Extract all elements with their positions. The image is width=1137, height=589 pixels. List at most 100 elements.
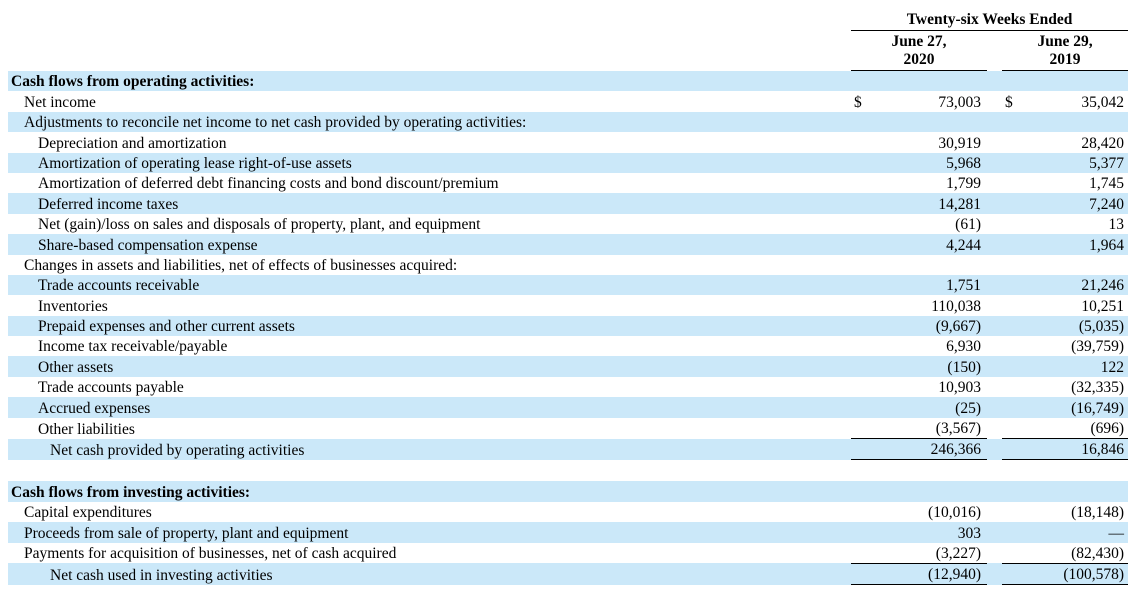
value-2019 xyxy=(1020,111,1129,133)
table-row: Proceeds from sale of property, plant an… xyxy=(8,522,1129,543)
currency-symbol-col2 xyxy=(1002,397,1020,418)
currency-symbol-col2 xyxy=(1002,152,1020,173)
date-header-row: June 27, 2020 June 29, 2019 xyxy=(8,30,1129,71)
value-2019: 5,377 xyxy=(1020,152,1129,173)
currency-symbol-col2 xyxy=(1002,193,1020,214)
value-2020: (3,227) xyxy=(869,542,987,564)
currency-symbol-col1 xyxy=(851,377,869,397)
value-2020 xyxy=(869,481,987,502)
value-2020 xyxy=(869,111,987,133)
column-header-2020: June 27, 2020 xyxy=(851,30,987,71)
value-2020: 303 xyxy=(869,522,987,543)
column-gutter xyxy=(987,111,1002,133)
currency-symbol-col2 xyxy=(1002,111,1020,133)
row-label: Accrued expenses xyxy=(8,397,851,418)
table-row: Cash flows from operating activities: xyxy=(8,70,1129,92)
currency-symbol-col2 xyxy=(1002,417,1020,440)
table-row: Amortization of operating lease right-of… xyxy=(8,152,1129,173)
table-row: Net cash provided by operating activitie… xyxy=(8,438,1129,461)
column-gutter xyxy=(987,563,1002,585)
cash-flow-statement-table: Twenty-six Weeks Ended June 27, 2020 Jun… xyxy=(8,8,1129,586)
table-row: Changes in assets and liabilities, net o… xyxy=(8,255,1128,275)
currency-symbol-col1 xyxy=(851,438,869,461)
row-label: Other assets xyxy=(8,356,851,377)
row-label: Payments for acquisition of businesses, … xyxy=(24,545,397,563)
currency-symbol-col2 xyxy=(1002,255,1020,275)
value-2019 xyxy=(1020,481,1129,502)
row-label: Depreciation and amortization xyxy=(38,134,227,152)
currency-symbol-col1 xyxy=(851,502,869,522)
value-2019: 35,042 xyxy=(1081,93,1125,111)
column-header-2019: June 29, 2019 xyxy=(1002,30,1129,71)
table-row: Share-based compensation expense 4,244 1,9… xyxy=(8,234,1129,255)
value-2020: (150) xyxy=(869,356,987,377)
currency-symbol-col1 xyxy=(851,563,869,586)
currency-symbol-col2 xyxy=(1002,295,1020,315)
value-2020: (61) xyxy=(955,216,981,234)
value-2020: 14,281 xyxy=(869,193,987,214)
table-row: Adjustments to reconcile net income to n… xyxy=(8,111,1129,133)
currency-symbol-col1 xyxy=(851,234,869,255)
value-2020: (12,940) xyxy=(869,563,987,586)
table-row: Other liabilities (3,567) (696) xyxy=(8,417,1129,440)
value-2019: 10,251 xyxy=(1081,297,1125,315)
column-header-2019-line1: June 29, xyxy=(1037,33,1093,50)
currency-symbol-col1 xyxy=(851,152,869,173)
value-2019: (18,148) xyxy=(1071,504,1125,522)
value-2020: 6,930 xyxy=(946,338,981,356)
statement-body: Cash flows from operating activities: Net… xyxy=(8,70,1129,586)
value-2020: 1,799 xyxy=(946,175,981,193)
column-gutter xyxy=(987,152,1002,173)
column-gutter xyxy=(987,193,1002,214)
currency-symbol-col2 xyxy=(1002,502,1020,522)
value-2019: (100,578) xyxy=(1020,563,1129,586)
value-2019 xyxy=(1020,70,1129,92)
currency-symbol-col1 xyxy=(851,397,869,418)
row-label: Inventories xyxy=(38,297,108,315)
row-label: Trade accounts receivable xyxy=(8,274,851,296)
currency-symbol-col1 xyxy=(851,70,869,92)
value-2020: 110,038 xyxy=(931,297,981,315)
row-label: Income tax receivable/payable xyxy=(38,338,228,356)
header-spacer-cell xyxy=(8,31,851,71)
value-2019 xyxy=(1020,255,1128,275)
value-2020: 5,968 xyxy=(869,152,987,173)
table-row: Net cash used in investing activities (12… xyxy=(8,563,1129,586)
value-2020: 1,751 xyxy=(869,274,987,296)
value-2020: (25) xyxy=(869,397,987,418)
table-row: Capital expenditures (10,016) (18,148) xyxy=(8,502,1128,522)
value-2020: 10,903 xyxy=(938,379,981,397)
currency-symbol-col2 xyxy=(1002,542,1020,564)
column-gutter xyxy=(987,295,1002,315)
currency-symbol-col1 xyxy=(851,481,869,502)
value-2019: (39,759) xyxy=(1071,338,1125,356)
column-gutter xyxy=(987,70,1002,92)
value-2019: 7,240 xyxy=(1020,193,1129,214)
period-header: Twenty-six Weeks Ended xyxy=(851,8,1129,31)
column-gutter xyxy=(987,91,1002,111)
row-label: Net cash used in investing activities xyxy=(8,563,851,585)
table-row: Depreciation and amortization 30,919 28,42… xyxy=(8,132,1128,152)
value-2020: (3,567) xyxy=(869,417,987,440)
value-2019: — xyxy=(1020,522,1129,543)
table-row: Cash flows from investing activities: xyxy=(8,481,1129,502)
value-2019: 16,846 xyxy=(1020,438,1129,461)
column-gutter xyxy=(987,132,1002,152)
column-gutter xyxy=(987,418,1002,439)
value-2019: (82,430) xyxy=(1020,542,1129,564)
spacer-cell xyxy=(8,459,1129,482)
column-gutter xyxy=(987,356,1002,377)
column-gutter xyxy=(987,438,1002,460)
table-row: Income tax receivable/payable 6,930 (39,75… xyxy=(8,336,1128,356)
table-row: Net (gain)/loss on sales and disposals o… xyxy=(8,214,1128,234)
table-row: Amortization of deferred debt financing … xyxy=(8,173,1128,193)
currency-symbol-col1 xyxy=(851,255,869,275)
currency-symbol-col1 xyxy=(851,274,869,296)
value-2019: 1,745 xyxy=(1089,175,1125,193)
row-label: Deferred income taxes xyxy=(8,193,851,214)
row-label: Cash flows from operating activities: xyxy=(8,70,851,92)
value-2019: 122 xyxy=(1020,356,1129,377)
value-2020: 30,919 xyxy=(938,134,981,152)
column-gutter xyxy=(987,336,1002,356)
currency-symbol-col2 xyxy=(1002,173,1020,193)
